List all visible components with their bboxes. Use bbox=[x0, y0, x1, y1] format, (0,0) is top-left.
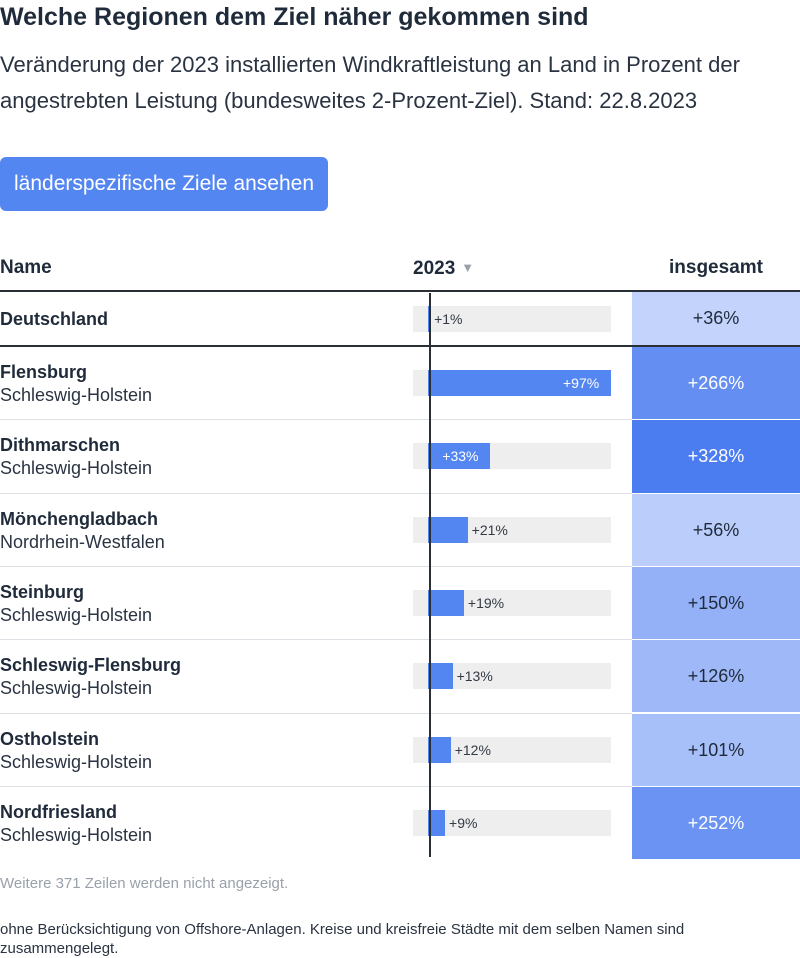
bar-2023 bbox=[428, 663, 453, 690]
row-separator bbox=[0, 565, 632, 567]
summary-row-rule bbox=[0, 345, 800, 347]
bar-2023 bbox=[428, 516, 468, 543]
chart-subtitle: Veränderung der 2023 installierten Windk… bbox=[0, 52, 740, 113]
bar-value-label: +97% bbox=[563, 375, 600, 392]
column-header-total[interactable]: insgesamt bbox=[669, 257, 763, 278]
bar-value-label: +33% bbox=[442, 448, 479, 465]
row-name: Mönchengladbach bbox=[0, 508, 159, 529]
row-region: Schleswig-Holstein bbox=[0, 605, 153, 626]
row-name: Schleswig-Flensburg bbox=[0, 655, 182, 676]
bar-value-label: +1% bbox=[434, 310, 463, 327]
row-region: Schleswig-Holstein bbox=[0, 824, 153, 845]
sort-down-icon: ▼ bbox=[461, 260, 475, 275]
bar-value-label: +9% bbox=[449, 814, 478, 831]
total-value-cell: +266% bbox=[632, 347, 800, 420]
row-name: Ostholstein bbox=[0, 728, 100, 749]
total-value-cell: +252% bbox=[632, 786, 800, 860]
header-rule bbox=[0, 290, 800, 292]
total-value-cell: +101% bbox=[632, 713, 800, 786]
column-header-2023-label: 2023 bbox=[413, 258, 456, 279]
bar-2023 bbox=[428, 443, 491, 470]
row-name: Nordfriesland bbox=[0, 801, 118, 822]
row-region: Schleswig-Holstein bbox=[0, 678, 153, 699]
column-header-2023[interactable]: 2023 ▼ bbox=[413, 253, 474, 284]
row-region: Nordrhein-Westfalen bbox=[0, 531, 165, 552]
row-separator bbox=[0, 639, 632, 641]
bar-2023 bbox=[428, 370, 611, 397]
total-value-cell: +126% bbox=[632, 640, 800, 713]
total-value-cell: +56% bbox=[632, 493, 800, 566]
country-targets-button[interactable]: länderspezifische Ziele ansehen bbox=[0, 157, 329, 211]
column-header-name[interactable]: Name bbox=[0, 257, 52, 278]
row-region: Schleswig-Holstein bbox=[0, 458, 153, 479]
footnote: ohne Berücksichtigung von Offshore-Anlag… bbox=[0, 921, 685, 957]
bar-track bbox=[413, 305, 611, 332]
bar-2023 bbox=[428, 809, 446, 836]
bar-2023 bbox=[428, 590, 464, 617]
bar-value-label: +21% bbox=[471, 521, 508, 538]
chart-title: Welche Regionen dem Ziel näher gekommen … bbox=[0, 3, 589, 31]
row-region: Schleswig-Holstein bbox=[0, 751, 153, 772]
row-name: Deutschland bbox=[0, 308, 109, 329]
row-region: Schleswig-Holstein bbox=[0, 385, 153, 406]
bar-track bbox=[413, 809, 611, 836]
row-separator bbox=[0, 492, 632, 494]
row-name: Dithmarschen bbox=[0, 435, 121, 456]
total-value-cell: +36% bbox=[632, 292, 800, 345]
row-separator bbox=[0, 785, 632, 787]
total-value-cell: +328% bbox=[632, 420, 800, 493]
bar-value-label: +12% bbox=[454, 741, 491, 758]
bar-value-label: +13% bbox=[456, 668, 493, 685]
bar-2023 bbox=[428, 736, 451, 763]
more-rows-note: Weitere 371 Zeilen werden nicht angezeig… bbox=[0, 875, 289, 892]
zero-axis-line bbox=[429, 293, 431, 857]
row-name: Flensburg bbox=[0, 362, 88, 383]
bar-value-label: +19% bbox=[467, 595, 505, 612]
row-name: Steinburg bbox=[0, 582, 84, 603]
row-separator bbox=[0, 712, 632, 714]
total-value-cell: +150% bbox=[632, 566, 800, 640]
row-separator bbox=[0, 419, 632, 421]
